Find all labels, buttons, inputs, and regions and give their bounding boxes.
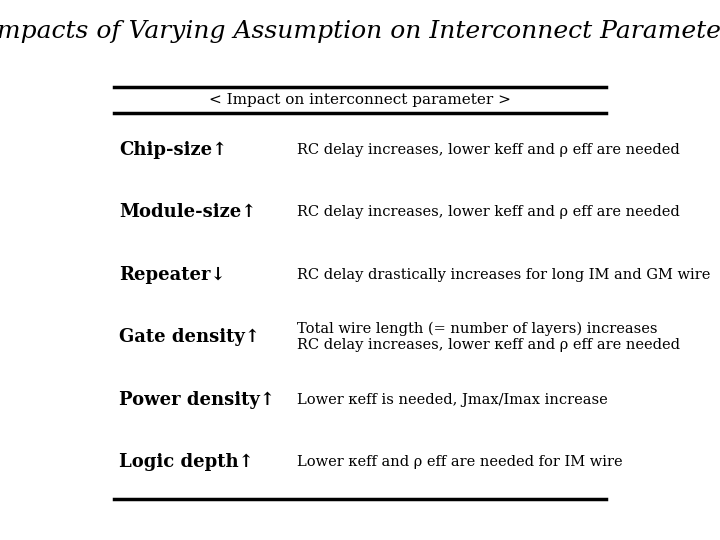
Text: Module-size↑: Module-size↑ xyxy=(119,203,256,221)
Text: Lower κeff is needed, Jmax/Imax increase: Lower κeff is needed, Jmax/Imax increase xyxy=(297,393,608,407)
Text: Gate density↑: Gate density↑ xyxy=(119,328,260,346)
Text: Power density↑: Power density↑ xyxy=(119,390,275,409)
Text: Impacts of Varying Assumption on Interconnect Parameter: Impacts of Varying Assumption on Interco… xyxy=(0,20,720,43)
Text: Logic depth↑: Logic depth↑ xyxy=(119,453,254,471)
Text: RC delay drastically increases for long IM and GM wire: RC delay drastically increases for long … xyxy=(297,268,711,282)
Text: Chip-size↑: Chip-size↑ xyxy=(119,141,228,159)
Text: Repeater↓: Repeater↓ xyxy=(119,266,225,284)
Text: RC delay increases, lower keff and ρ eff are needed: RC delay increases, lower keff and ρ eff… xyxy=(297,205,680,219)
Text: < Impact on interconnect parameter >: < Impact on interconnect parameter > xyxy=(209,93,511,107)
Text: Lower κeff and ρ eff are needed for IM wire: Lower κeff and ρ eff are needed for IM w… xyxy=(297,455,623,469)
Text: Total wire length (= number of layers) increases
RC delay increases, lower κeff : Total wire length (= number of layers) i… xyxy=(297,322,680,353)
Text: RC delay increases, lower keff and ρ eff are needed: RC delay increases, lower keff and ρ eff… xyxy=(297,143,680,157)
